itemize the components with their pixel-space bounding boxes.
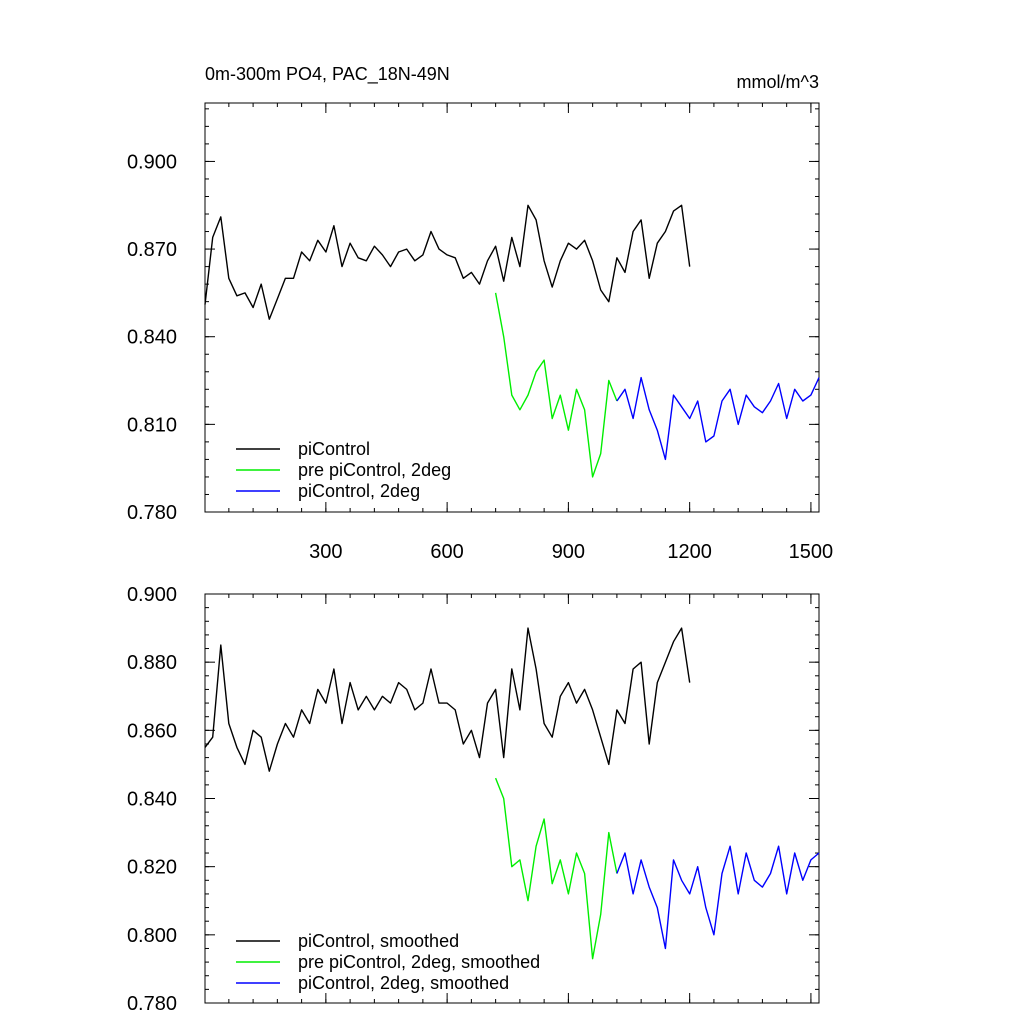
series-line: [204, 204, 691, 320]
legend-label: pre piControl, 2deg: [298, 460, 451, 480]
y-tick-label: 0.900: [127, 151, 177, 173]
y-tick-label: 0.780: [127, 502, 177, 524]
series-line: [616, 376, 820, 461]
legend-label: piControl: [298, 439, 370, 459]
series-line: [494, 292, 618, 478]
plot-frame: [204, 102, 820, 513]
units-label: mmol/m^3: [737, 72, 819, 92]
y-tick-label: 0.840: [127, 789, 177, 811]
x-tick-label: 1500: [789, 541, 834, 563]
y-tick-label: 0.900: [127, 584, 177, 606]
y-tick-label: 0.780: [127, 993, 177, 1015]
chart-title: 0m-300m PO4, PAC_18N-49N: [205, 64, 450, 85]
top-panel: 300 600 900 1200 1500 0.780 0.810 0.840 0.870 0.9…: [127, 64, 833, 563]
legend-label: piControl, smoothed: [298, 931, 459, 951]
series-line: [494, 777, 618, 960]
y-tick-label: 0.880: [127, 652, 177, 674]
y-tick-label: 0.800: [127, 925, 177, 947]
x-tick-label: 1200: [667, 541, 712, 563]
y-tick-label: 0.820: [127, 857, 177, 879]
x-tick-label: 900: [552, 541, 585, 563]
legend-label: piControl, 2deg, smoothed: [298, 973, 509, 993]
x-tick-label: 600: [430, 541, 463, 563]
series-line: [204, 627, 691, 772]
y-tick-label: 0.840: [127, 327, 177, 349]
legend-label: piControl, 2deg: [298, 481, 420, 501]
bottom-panel: 0.780 0.800 0.820 0.840 0.860 0.880 0.900 piCon…: [127, 584, 820, 1015]
series-line: [616, 845, 820, 950]
legend-label: pre piControl, 2deg, smoothed: [298, 952, 540, 972]
y-tick-label: 0.860: [127, 720, 177, 742]
x-tick-label: 300: [309, 541, 342, 563]
y-tick-label: 0.870: [127, 239, 177, 261]
y-tick-label: 0.810: [127, 414, 177, 436]
